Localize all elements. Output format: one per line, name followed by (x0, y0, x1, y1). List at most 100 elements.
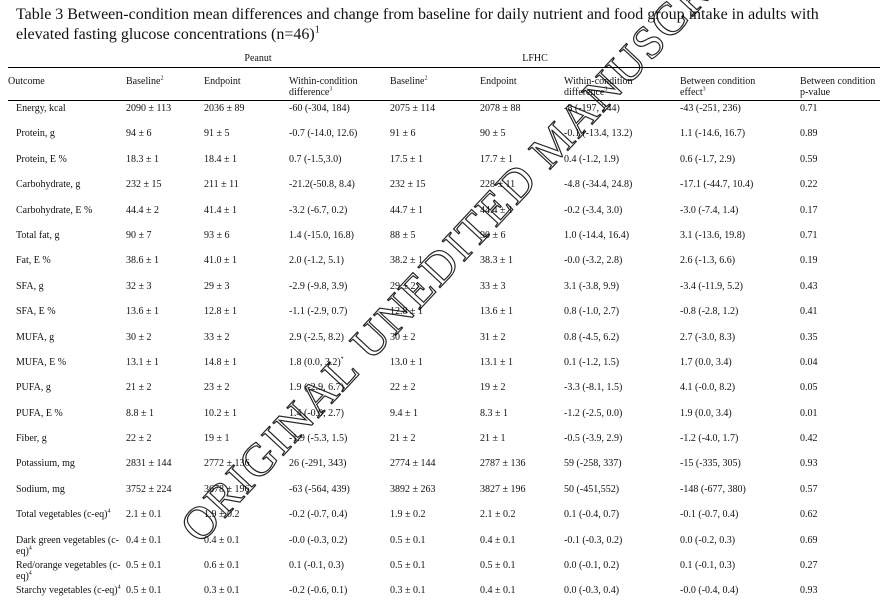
cell-endpoint-lfhc: 13.6 ± 1 (480, 306, 514, 318)
cell-baseline-peanut: 0.4 ± 0.1 (126, 534, 162, 546)
cell-outcome: Fiber, g (16, 433, 47, 445)
cell-between-effect: 1.9 (0.0, 3.4) (680, 407, 732, 419)
col-header-between-effect: Between condition effect3 (680, 76, 756, 98)
cell-baseline-lfhc: 44.7 ± 1 (390, 204, 424, 216)
cell-within-lfhc: -4.8 (-34.4, 24.8) (564, 179, 633, 191)
cell-within-lfhc: 0.0 (-0.3, 0.4) (564, 585, 620, 597)
cell-endpoint-lfhc: 31 ± 2 (480, 331, 506, 343)
cell-outcome: Total vegetables (c-eq)4 (16, 508, 111, 521)
cell-baseline-lfhc: 22 ± 2 (390, 382, 416, 394)
cell-within-lfhc: -0.1 (-0.3, 0.2) (564, 534, 623, 546)
cell-baseline-lfhc: 2075 ± 114 (390, 103, 436, 114)
caption-text: Table 3 Between-condition mean differenc… (16, 6, 819, 43)
table-row: Carbohydrate, E % 44.4 ± 2 41.4 ± 1 -3.2 (-… (8, 203, 880, 228)
cell-between-effect: 4.1 (-0.0, 8.2) (680, 382, 736, 394)
cell-endpoint-peanut: 3678 ± 196 (204, 483, 250, 495)
cell-between-effect: -3.0 (-7.4, 1.4) (680, 204, 739, 216)
col-header-within-peanut: Within-condition difference3 (289, 76, 358, 98)
cell-outcome: Sodium, mg (16, 483, 65, 495)
group-header-peanut: Peanut (244, 53, 272, 64)
cell-between-p: 0.57 (800, 483, 818, 495)
cell-within-peanut: -60 (-304, 184) (289, 103, 350, 114)
caption-footnote-ref: 1 (314, 24, 320, 36)
cell-within-lfhc: -8 (-197, 244) (564, 103, 620, 114)
cell-within-lfhc: 59 (-258, 337) (564, 458, 622, 470)
cell-endpoint-lfhc: 3827 ± 196 (480, 483, 526, 495)
cell-baseline-peanut: 44.4 ± 2 (126, 204, 159, 216)
cell-between-effect: -148 (-677, 380) (680, 483, 746, 495)
cell-within-lfhc: 0.1 (-0.4, 0.7) (564, 509, 620, 521)
cell-endpoint-peanut: 2772 ± 136 (204, 458, 250, 470)
cell-outcome: Energy, kcal (16, 103, 66, 114)
cell-within-peanut: -1.9 (-5.3, 1.5) (289, 433, 348, 445)
cell-between-p: 0.42 (800, 433, 818, 445)
table-row: Fat, E % 38.6 ± 1 41.0 ± 1 2.0 (-1.2, 5.1) 3… (8, 253, 880, 278)
cell-outcome: Total fat, g (16, 229, 60, 241)
table-row: Carbohydrate, g 232 ± 15 211 ± 11 -21.2(-50… (8, 177, 880, 202)
cell-within-peanut: 26 (-291, 343) (289, 458, 347, 470)
table-row: Starchy vegetables (c-eq)4 0.5 ± 0.1 0.3 ±… (8, 583, 880, 608)
cell-endpoint-peanut: 93 ± 6 (204, 229, 230, 241)
cell-outcome: MUFA, g (16, 331, 55, 343)
cell-baseline-peanut: 2090 ± 113 (126, 103, 172, 114)
cell-within-peanut: 1.9 (-2.9, 6.7) (289, 382, 344, 394)
cell-between-p: 0.59 (800, 153, 818, 165)
cell-endpoint-peanut: 0.4 ± 0.1 (204, 534, 240, 546)
table-row: Sodium, mg 3752 ± 224 3678 ± 196 -63 (-564,… (8, 482, 880, 507)
col-header-outcome: Outcome (8, 76, 45, 87)
cell-between-p: 0.71 (800, 103, 818, 114)
cell-endpoint-peanut: 211 ± 11 (204, 179, 239, 191)
cell-baseline-lfhc: 1.9 ± 0.2 (390, 509, 426, 521)
cell-between-p: 0.35 (800, 331, 818, 343)
cell-baseline-peanut: 13.1 ± 1 (126, 356, 159, 368)
cell-within-lfhc: -1.2 (-2.5, 0.0) (564, 407, 623, 419)
cell-baseline-lfhc: 0.5 ± 0.1 (390, 560, 426, 572)
cell-baseline-peanut: 0.5 ± 0.1 (126, 560, 162, 572)
cell-baseline-lfhc: 17.5 ± 1 (390, 153, 424, 165)
table-row: MUFA, g 30 ± 2 33 ± 2 2.9 (-2.5, 8.2) 30 ± 2… (8, 330, 880, 355)
cell-endpoint-lfhc: 13.1 ± 1 (480, 356, 514, 368)
table-row: Energy, kcal 2090 ± 113 2036 ± 89 -60 (-304… (8, 101, 880, 127)
cell-outcome: Protein, g (16, 128, 55, 140)
cell-baseline-peanut: 32 ± 3 (126, 280, 152, 292)
cell-baseline-peanut: 232 ± 15 (126, 179, 162, 191)
cell-within-lfhc: -0.0 (-3.2, 2.8) (564, 255, 623, 267)
cell-endpoint-peanut: 41.0 ± 1 (204, 255, 237, 267)
table-row: Potassium, mg 2831 ± 144 2772 ± 136 26 (-29… (8, 456, 880, 481)
table-caption: Table 3 Between-condition mean differenc… (16, 5, 876, 45)
cell-endpoint-peanut: 29 ± 3 (204, 280, 230, 292)
col-header-within-lfhc: Within-condition difference3 (564, 76, 633, 98)
cell-baseline-peanut: 2.1 ± 0.1 (126, 509, 162, 521)
cell-within-peanut: -0.2 (-0.6, 0.1) (289, 585, 348, 597)
cell-between-p: 0.89 (800, 128, 818, 140)
cell-between-p: 0.69 (800, 534, 818, 546)
cell-between-p: 0.27 (800, 560, 818, 572)
table-row: PUFA, E % 8.8 ± 1 10.2 ± 1 1.4 (-0.0, 2.7) 9… (8, 406, 880, 431)
cell-baseline-lfhc: 88 ± 5 (390, 229, 416, 241)
cell-outcome: Starchy vegetables (c-eq)4 (16, 585, 121, 597)
cell-endpoint-peanut: 91 ± 5 (204, 128, 230, 140)
cell-between-p: 0.22 (800, 179, 818, 191)
cell-endpoint-lfhc: 8.3 ± 1 (480, 407, 509, 419)
cell-outcome: Dark green vegetables (c-eq)4 (16, 534, 119, 557)
cell-baseline-peanut: 90 ± 7 (126, 229, 152, 241)
cell-between-p: 0.05 (800, 382, 818, 394)
cell-within-lfhc: 0.8 (-4.5, 6.2) (564, 331, 620, 343)
cell-baseline-peanut: 2831 ± 144 (126, 458, 172, 470)
cell-baseline-peanut: 8.8 ± 1 (126, 407, 154, 419)
cell-between-effect: -17.1 (-44.7, 10.4) (680, 179, 754, 191)
cell-outcome: Protein, E % (16, 153, 67, 165)
cell-within-lfhc: 50 (-451,552) (564, 483, 620, 495)
cell-outcome: SFA, g (16, 280, 44, 292)
cell-endpoint-lfhc: 2078 ± 88 (480, 103, 521, 114)
table-row: Total fat, g 90 ± 7 93 ± 6 1.4 (-15.0, 16.8… (8, 228, 880, 253)
cell-baseline-peanut: 21 ± 2 (126, 382, 152, 394)
cell-within-peanut: 2.0 (-1.2, 5.1) (289, 255, 344, 267)
cell-endpoint-lfhc: 21 ± 1 (480, 433, 506, 445)
cell-within-lfhc: 3.1 (-3.8, 9.9) (564, 280, 620, 292)
cell-between-effect: -3.4 (-11.9, 5.2) (680, 280, 743, 292)
cell-between-p: 0.01 (800, 407, 818, 419)
cell-endpoint-lfhc: 90 ± 6 (480, 229, 506, 241)
cell-between-effect: 1.1 (-14.6, 16.7) (680, 128, 746, 140)
table-row: SFA, g 32 ± 3 29 ± 3 -2.9 (-9.8, 3.9) 29 ± 2… (8, 279, 880, 304)
